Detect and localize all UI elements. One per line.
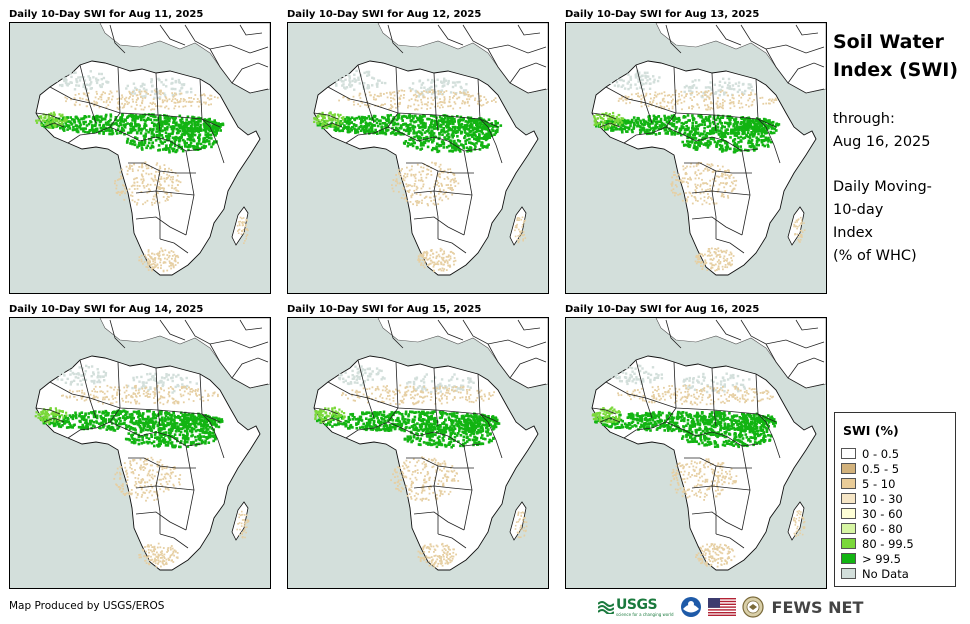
legend-title: SWI (%) [843,423,899,438]
legend-label: 0.5 - 5 [862,461,900,476]
legend-label: 0 - 0.5 [862,446,900,461]
wet-soil-belt [591,406,777,449]
no-data-areas [608,364,751,395]
dry-soil-areas [617,89,806,272]
no-data-areas [53,364,198,394]
country-borders [313,319,547,549]
legend-label: No Data [862,566,909,581]
logo-strip: USGS science for a changing world FEWS N… [598,596,863,618]
main-title-line2: Index (SWI) [833,59,959,81]
through-block: through: Aug 16, 2025 [833,108,968,154]
usgs-tagline: science for a changing world [616,611,674,617]
map-panel-title: Daily 10-Day SWI for Aug 14, 2025 [9,304,204,315]
madagascar-land [787,501,805,541]
dry-soil-areas [61,384,250,568]
map-panel-title: Daily 10-Day SWI for Aug 12, 2025 [287,9,482,20]
wet-soil-belt [593,111,781,154]
description-block: Daily Moving- 10-day Index (% of WHC) [833,176,968,268]
africa-swi-map [9,317,271,589]
map-panel-5: Daily 10-Day SWI for Aug 15, 2025 [287,303,549,589]
africa-swi-map [565,22,827,294]
legend-label: 80 - 99.5 [862,536,914,551]
legend-swatch [841,538,856,549]
country-borders [35,319,269,549]
wet-soil-belt [313,111,503,154]
main-title-line1: Soil Water [833,31,944,53]
dry-soil-areas [338,89,527,273]
map-panel-title: Daily 10-Day SWI for Aug 13, 2025 [565,9,760,20]
description-line3: Index [833,225,873,241]
map-panel-1: Daily 10-Day SWI for Aug 11, 2025 [9,8,271,294]
legend-swatch [841,448,856,459]
legend-label: > 99.5 [862,551,901,566]
through-label: through: [833,111,895,127]
legend-swatch [841,508,856,519]
legend-label: 30 - 60 [862,506,903,521]
map-panel-3: Daily 10-Day SWI for Aug 13, 2025 [565,8,827,294]
legend-label: 5 - 10 [862,476,896,491]
legend-swatch [841,493,856,504]
africa-land [591,355,817,571]
legend-swatch [841,478,856,489]
legend-item: 10 - 30 [841,491,955,506]
map-panel-title: Daily 10-Day SWI for Aug 15, 2025 [287,304,482,315]
usgs-logo-text: USGS [616,596,658,613]
legend-swatch [841,523,856,534]
map-credit: Map Produced by USGS/EROS [9,600,165,612]
africa-land [35,355,261,571]
africa-swi-map [9,22,271,294]
description-line1: Daily Moving- [833,179,932,195]
map-panel-title: Daily 10-Day SWI for Aug 16, 2025 [565,304,760,315]
legend-swatch [841,463,856,474]
no-data-areas [332,69,468,99]
legend-item: 5 - 10 [841,476,955,491]
legend-item: 60 - 80 [841,521,955,536]
usgs-wave-icon [598,601,614,614]
fews-net-logo-text: FEWS NET [771,597,864,617]
country-borders [313,24,547,254]
map-panel-2: Daily 10-Day SWI for Aug 12, 2025 [287,8,549,294]
description-line4: (% of WHC) [833,248,917,264]
dry-soil-areas [341,384,528,568]
usgs-logo: USGS science for a changing world [598,598,674,617]
map-panel-4: Daily 10-Day SWI for Aug 14, 2025 [9,303,271,589]
country-borders [591,319,825,549]
africa-land [591,60,817,276]
dry-soil-areas [64,89,249,273]
legend-swatch [841,553,856,564]
noaa-logo-icon [680,597,701,617]
africa-swi-map [565,317,827,589]
description-line2: 10-day [833,202,884,218]
africa-swi-map [287,317,549,589]
main-title: Soil Water Index (SWI) [833,28,968,84]
legend-item: No Data [841,566,955,581]
state-dept-seal-icon [741,596,764,618]
africa-land [313,355,539,571]
through-date: Aug 16, 2025 [833,134,931,150]
legend-label: 10 - 30 [862,491,903,506]
map-panel-title: Daily 10-Day SWI for Aug 11, 2025 [9,9,204,20]
map-panel-6: Daily 10-Day SWI for Aug 16, 2025 [565,303,827,589]
country-borders [591,24,825,254]
no-data-areas [332,365,475,394]
legend-item: 30 - 60 [841,506,955,521]
legend-item: 0.5 - 5 [841,461,955,476]
country-borders [35,24,269,254]
wet-soil-belt [314,406,501,449]
legend-label: 60 - 80 [862,521,903,536]
legend-swatch [841,568,856,579]
africa-land [313,60,539,276]
legend-item: 80 - 99.5 [841,536,955,551]
africa-swi-map [287,22,549,294]
legend-item: 0 - 0.5 [841,446,955,461]
wet-soil-belt [34,407,224,449]
legend-item: > 99.5 [841,551,955,566]
madagascar-land [231,501,249,541]
us-flag-icon [707,598,736,616]
